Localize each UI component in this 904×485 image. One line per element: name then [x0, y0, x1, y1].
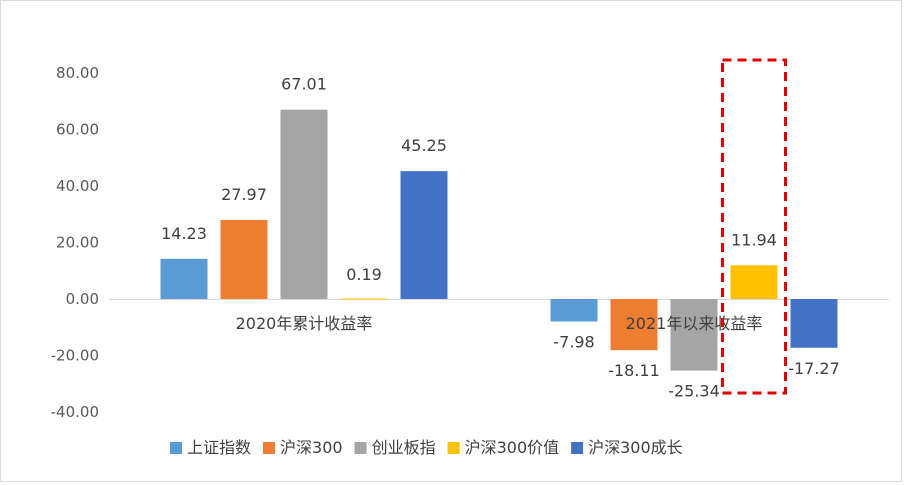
- y-axis: -40.00 -20.00 0.00 20.00 40.00 60.00 80.00: [51, 64, 99, 421]
- data-label: -18.11: [608, 361, 660, 380]
- y-tick-label: -20.00: [51, 347, 99, 365]
- data-label: -25.34: [668, 382, 720, 401]
- data-label: 14.23: [161, 224, 207, 243]
- data-label: 45.25: [401, 136, 447, 155]
- bar: [550, 299, 598, 322]
- legend: 上证指数 沪深300 创业板指 沪深300价值 沪深300成长: [170, 438, 683, 457]
- data-labels: 14.23 27.97 67.01 0.19 45.25 -7.98 -18.11 -25.3…: [161, 75, 840, 401]
- data-label: 27.97: [221, 185, 267, 204]
- legend-label: 上证指数: [187, 438, 251, 457]
- bar: [400, 171, 448, 299]
- category-label: 2021年以来收益率: [626, 314, 763, 333]
- data-label: 0.19: [346, 265, 382, 284]
- bar: [790, 299, 838, 348]
- data-label: 11.94: [731, 230, 777, 249]
- category-labels: 2020年累计收益率 2021年以来收益率: [236, 314, 763, 333]
- legend-label: 沪深300: [280, 438, 343, 457]
- bar: [340, 298, 388, 300]
- bars: [160, 109, 838, 371]
- bar: [670, 299, 718, 371]
- y-tick-label: 0.00: [66, 290, 99, 308]
- legend-swatch: [447, 442, 460, 454]
- legend-label: 沪深300成长: [588, 438, 683, 457]
- legend-label: 沪深300价值: [465, 438, 560, 457]
- data-label: 67.01: [281, 75, 327, 94]
- category-label: 2020年累计收益率: [236, 314, 373, 333]
- bar: [730, 265, 778, 299]
- highlight-box: [721, 58, 787, 395]
- legend-swatch: [170, 442, 182, 454]
- legend-swatch: [263, 442, 276, 454]
- data-label: -7.98: [553, 333, 594, 352]
- legend-label: 创业板指: [372, 438, 436, 457]
- bar: [610, 299, 658, 351]
- bar: [280, 109, 328, 299]
- y-tick-label: 20.00: [56, 234, 99, 252]
- legend-swatch: [571, 442, 584, 454]
- legend-swatch: [354, 442, 367, 454]
- bar: [160, 258, 208, 299]
- y-tick-label: 80.00: [56, 64, 99, 82]
- y-tick-label: 60.00: [56, 121, 99, 139]
- y-tick-label: 40.00: [56, 177, 99, 195]
- bar: [220, 219, 268, 299]
- data-label: -17.27: [788, 359, 840, 378]
- y-tick-label: -40.00: [51, 403, 99, 421]
